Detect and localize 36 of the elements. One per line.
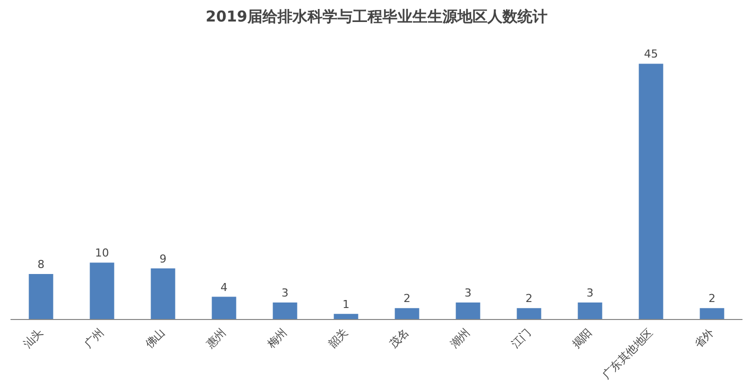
data-label: 2: [404, 292, 410, 306]
x-tick-label: 惠州: [203, 326, 229, 352]
data-label: 3: [282, 286, 288, 300]
bar: [272, 302, 298, 320]
x-tick-label: 梅州: [264, 326, 290, 352]
bar: [578, 302, 602, 320]
x-tick-label: 潮州: [448, 326, 473, 351]
data-label: 2: [708, 292, 716, 306]
x-tick-label: 汕头: [20, 326, 46, 351]
data-label: 8: [38, 258, 44, 272]
data-label: 2: [526, 292, 532, 306]
data-label: 3: [464, 286, 472, 300]
bar: [150, 268, 176, 320]
x-tick-label: 韶关: [326, 326, 351, 351]
bar: [394, 308, 420, 320]
x-tick-label: 省外: [692, 326, 717, 351]
bar: [638, 64, 664, 320]
chart-title: 2019届给排水科学与工程毕业生生源地区人数统计: [206, 8, 548, 26]
x-tick-label: 广东其他地区: [600, 326, 656, 382]
x-tick-label: 揭阳: [570, 326, 595, 351]
bar: [90, 262, 114, 320]
x-tick-label: 江门: [508, 326, 534, 351]
bar: [212, 296, 236, 320]
x-tick-label: 广州: [82, 326, 107, 351]
data-label: 10: [95, 246, 109, 260]
x-tick-label: 佛山: [142, 326, 168, 351]
x-tick-label: 茂名: [386, 326, 412, 351]
bar: [516, 308, 542, 320]
data-label: 4: [220, 280, 228, 294]
data-label: 45: [644, 48, 658, 61]
bar: [700, 308, 724, 320]
data-label: 9: [160, 252, 166, 266]
bar: [28, 274, 54, 320]
data-label: 1: [342, 298, 350, 311]
data-label: 3: [586, 286, 594, 300]
bar: [456, 302, 480, 320]
